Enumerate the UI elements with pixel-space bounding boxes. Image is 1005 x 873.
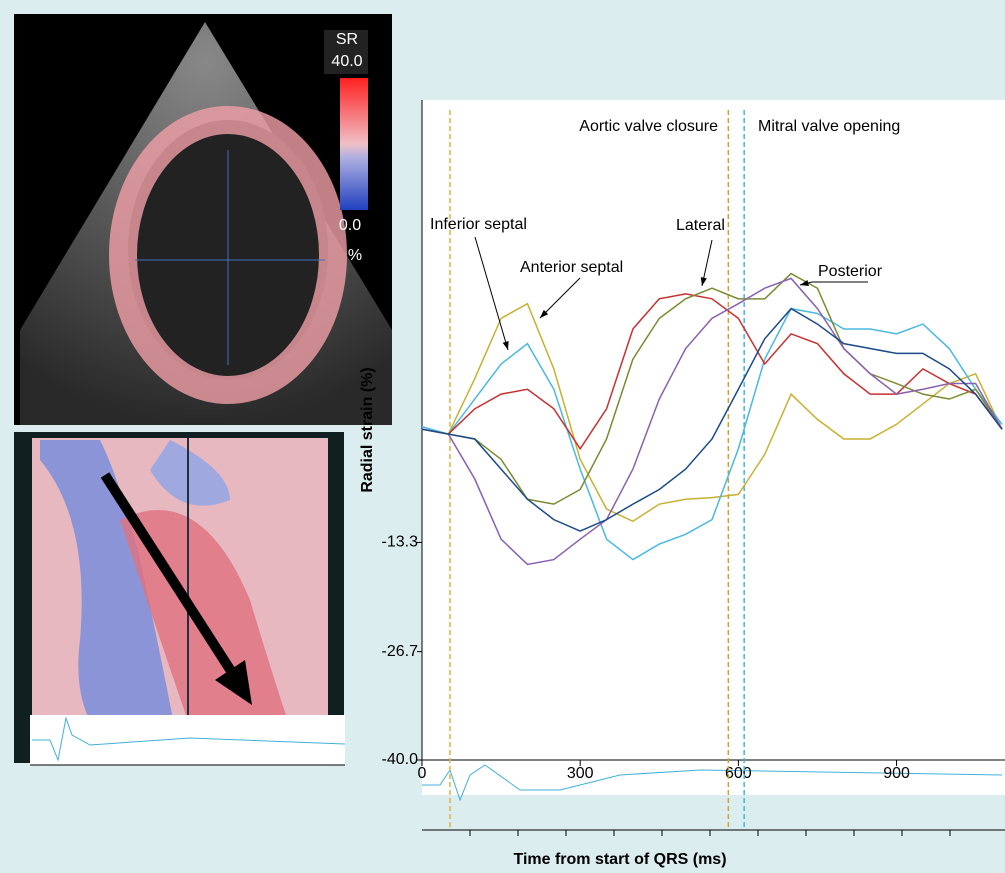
annotation: Mitral valve opening xyxy=(758,118,900,135)
arrow-head xyxy=(502,341,509,350)
x-axis-title: Time from start of QRS (ms) xyxy=(513,851,726,868)
arrow-head xyxy=(700,277,707,286)
arrow-head xyxy=(540,309,549,318)
series-line xyxy=(421,307,1003,532)
annotation: Posterior xyxy=(818,263,883,280)
y-tick-label: -40.0 xyxy=(382,751,419,768)
series-line xyxy=(421,302,1003,523)
y-tick-label: -26.7 xyxy=(382,643,419,660)
plot-area xyxy=(422,100,1005,795)
x-tick-label: 900 xyxy=(883,765,910,782)
y-axis-title: Radial strain (%) xyxy=(359,367,376,492)
small-ecg xyxy=(30,715,346,766)
annotation: Lateral xyxy=(676,217,725,234)
colorbar-unit-label: % xyxy=(348,247,362,264)
series-line xyxy=(421,293,1003,451)
x-tick-label: 0 xyxy=(418,765,427,782)
annotation: Inferior septal xyxy=(430,216,527,233)
annotation: Anterior septal xyxy=(520,259,623,276)
ecg-trace xyxy=(422,764,1003,802)
annotation: Aortic valve closure xyxy=(579,118,718,135)
series-line xyxy=(421,277,1003,566)
x-tick-label: 600 xyxy=(725,765,752,782)
series-line xyxy=(421,272,1003,505)
colorbar-min: 0.0 xyxy=(339,217,361,234)
arrow-head xyxy=(800,279,809,286)
series-line xyxy=(421,307,1003,561)
heat-map xyxy=(14,432,344,763)
colorbar-unit: SR xyxy=(336,31,358,48)
y-tick-label: -13.3 xyxy=(382,534,419,551)
echo-image xyxy=(14,14,392,425)
colorbar-max: 40.0 xyxy=(331,53,362,70)
leader-arrow xyxy=(474,236,509,351)
x-tick-label: 300 xyxy=(567,765,594,782)
leader-arrow xyxy=(539,277,581,319)
